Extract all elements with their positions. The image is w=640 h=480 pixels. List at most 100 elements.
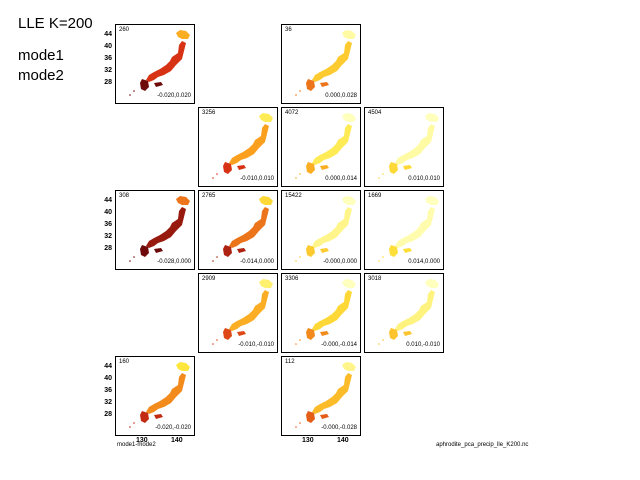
panel-range: 0.000,0.014	[325, 176, 357, 182]
honshu-region	[229, 290, 269, 331]
japan-map	[295, 30, 356, 96]
panel-range: -0.000,0.000	[323, 259, 357, 265]
map-panel: 308 -0.028,0.000	[115, 190, 195, 270]
ryukyu-island	[299, 173, 301, 175]
kyushu-region	[306, 162, 315, 174]
ryukyu-island	[382, 339, 384, 341]
shikoku-region	[154, 248, 163, 253]
shikoku-region	[237, 165, 246, 170]
map-panel: 4072 0.000,0.014	[281, 107, 361, 187]
map-panel: 3306 -0.000,-0.014	[281, 273, 361, 353]
shikoku-region	[320, 331, 329, 336]
ryukyu-island	[295, 177, 297, 179]
ryukyu-island	[133, 90, 135, 92]
ryukyu-island	[299, 339, 301, 341]
panel-range: -0.000,-0.028	[321, 425, 357, 431]
ryukyu-island	[133, 422, 135, 424]
hokkaido-region	[425, 279, 439, 288]
map-panel: 112 -0.000,-0.028	[281, 356, 361, 436]
ryukyu-island	[295, 94, 297, 96]
chart-title: LLE K=200	[18, 15, 93, 32]
hokkaido-region	[176, 30, 190, 39]
x-tick-label: 130	[136, 437, 148, 444]
honshu-region	[395, 207, 435, 248]
ryukyu-island	[133, 256, 135, 258]
ryukyu-island	[216, 256, 218, 258]
mode2-label: mode2	[18, 67, 64, 84]
japan-map	[295, 279, 356, 345]
panel-count: 4504	[368, 110, 382, 116]
ryukyu-island	[378, 177, 380, 179]
panel-range: 0.010,0.010	[408, 176, 440, 182]
ryukyu-island	[299, 90, 301, 92]
y-tick-label: 36	[104, 387, 112, 394]
panel-range: -0.000,-0.014	[321, 342, 357, 348]
map-panel: 15422 -0.000,0.000	[281, 190, 361, 270]
panel-count: 308	[119, 193, 130, 199]
kyushu-region	[140, 79, 149, 91]
japan-map	[212, 279, 273, 345]
hokkaido-region	[425, 113, 439, 122]
honshu-region	[312, 290, 352, 331]
hokkaido-region	[342, 30, 356, 39]
y-tick-label: 44	[104, 363, 112, 370]
shikoku-region	[403, 248, 412, 253]
ryukyu-island	[129, 260, 131, 262]
japan-map	[378, 279, 439, 345]
ryukyu-island	[299, 256, 301, 258]
panel-range: 0.014,0.000	[408, 259, 440, 265]
hokkaido-region	[342, 279, 356, 288]
hokkaido-region	[176, 196, 190, 205]
panel-range: -0.020,-0.020	[155, 425, 191, 431]
panel-count: 2765	[202, 193, 216, 199]
ryukyu-island	[378, 260, 380, 262]
japan-map	[212, 196, 273, 262]
honshu-region	[229, 207, 269, 248]
map-panel: 2765 -0.014,0.000	[198, 190, 278, 270]
ryukyu-island	[216, 339, 218, 341]
map-panel: 3018 0.010,-0.010	[364, 273, 444, 353]
map-panel: 4504 0.010,0.010	[364, 107, 444, 187]
panel-count: 112	[285, 359, 295, 365]
japan-map	[378, 196, 439, 262]
honshu-region	[146, 207, 186, 248]
map-panel: 260 -0.020,0.020	[115, 24, 195, 104]
ryukyu-island	[216, 173, 218, 175]
panel-count: 3018	[368, 276, 382, 282]
japan-map	[129, 362, 190, 428]
map-panel: 2909 -0.010,-0.010	[198, 273, 278, 353]
kyushu-region	[306, 411, 315, 423]
japan-map	[129, 30, 190, 96]
panel-count: 160	[119, 359, 130, 365]
hokkaido-region	[425, 196, 439, 205]
x-tick-label: 140	[171, 437, 183, 444]
hokkaido-region	[259, 113, 273, 122]
ryukyu-island	[212, 177, 214, 179]
panel-range: 0.000,0.028	[325, 93, 357, 99]
shikoku-region	[320, 165, 329, 170]
japan-map	[295, 362, 356, 428]
map-panel: 36 0.000,0.028	[281, 24, 361, 104]
panel-count: 4072	[285, 110, 299, 116]
japan-map	[129, 196, 190, 262]
x-axis-label: mode1-mode2	[117, 442, 156, 448]
hokkaido-region	[259, 196, 273, 205]
panel-count: 1669	[368, 193, 382, 199]
shikoku-region	[237, 331, 246, 336]
y-tick-label: 40	[104, 43, 112, 50]
ryukyu-island	[378, 343, 380, 345]
y-tick-label: 32	[104, 399, 112, 406]
kyushu-region	[306, 328, 315, 340]
panel-count: 15422	[285, 193, 302, 199]
shikoku-region	[320, 248, 329, 253]
japan-map	[212, 113, 273, 179]
ryukyu-island	[382, 256, 384, 258]
honshu-region	[146, 373, 186, 414]
kyushu-region	[389, 328, 398, 340]
kyushu-region	[389, 245, 398, 257]
kyushu-region	[140, 411, 149, 423]
panel-range: -0.014,0.000	[240, 259, 274, 265]
y-tick-label: 44	[104, 197, 112, 204]
panel-count: 2909	[202, 276, 216, 282]
map-panel: 1669 0.014,0.000	[364, 190, 444, 270]
